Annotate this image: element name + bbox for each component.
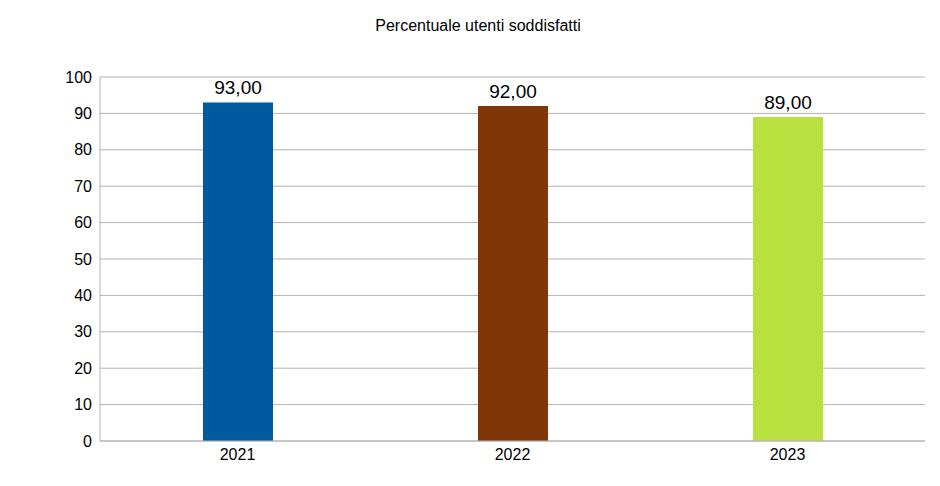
svg-text:89,00: 89,00 — [764, 92, 812, 113]
svg-text:80: 80 — [74, 141, 92, 158]
svg-text:2022: 2022 — [495, 446, 531, 463]
svg-text:60: 60 — [74, 214, 92, 231]
svg-text:100: 100 — [65, 69, 92, 86]
svg-text:2023: 2023 — [770, 446, 806, 463]
svg-text:93,00: 93,00 — [214, 77, 262, 98]
svg-text:20: 20 — [74, 360, 92, 377]
svg-text:10: 10 — [74, 396, 92, 413]
html-text:Percentuale utenti soddisfatti: Percentuale utenti soddisfatti — [375, 17, 581, 34]
svg-text:90: 90 — [74, 105, 92, 122]
svg-text:92,00: 92,00 — [489, 81, 537, 102]
svg-text:70: 70 — [74, 178, 92, 195]
svg-text:2021: 2021 — [220, 446, 256, 463]
svg-text:50: 50 — [74, 251, 92, 268]
svg-text:40: 40 — [74, 287, 92, 304]
svg-text:30: 30 — [74, 323, 92, 340]
svg-text:0: 0 — [83, 433, 92, 450]
